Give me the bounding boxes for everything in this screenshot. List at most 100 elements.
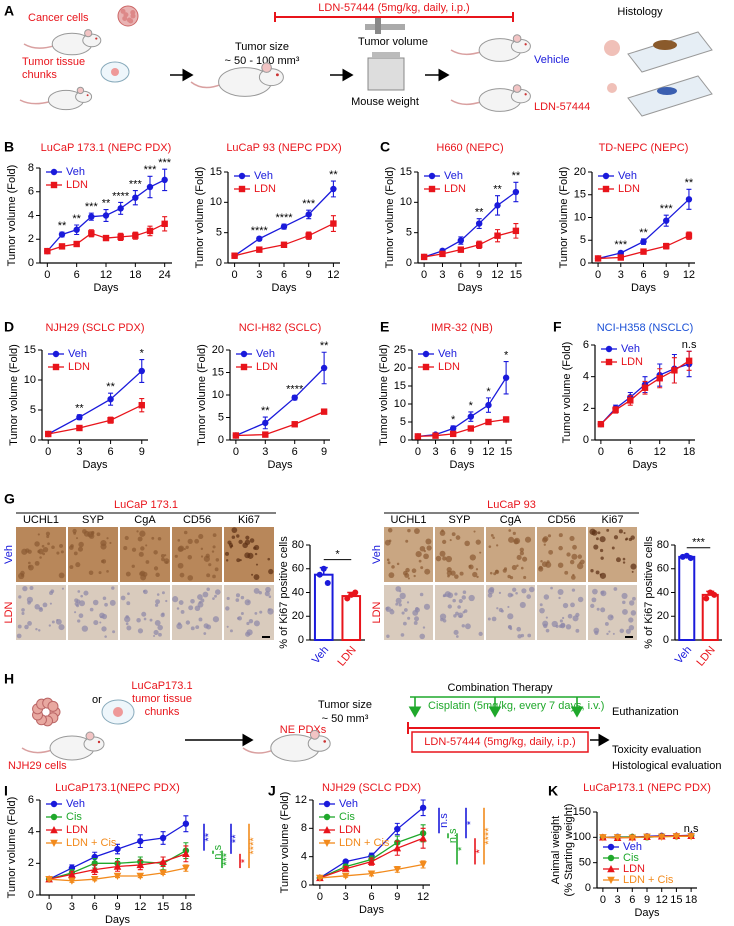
x-tick-label: 18	[685, 894, 697, 906]
decoration	[600, 590, 605, 595]
significance: **	[58, 220, 67, 232]
bar	[701, 593, 719, 641]
decoration	[37, 533, 40, 536]
decoration	[473, 530, 476, 533]
decoration	[145, 544, 148, 547]
decoration	[526, 594, 532, 599]
decoration	[253, 544, 260, 551]
decoration	[90, 531, 95, 535]
legend-marker	[607, 854, 615, 862]
decoration	[372, 52, 400, 58]
decoration	[89, 607, 94, 612]
decoration	[419, 633, 426, 640]
x-tick-label: 6	[450, 446, 456, 458]
decoration	[124, 616, 131, 623]
x-axis-label: Days	[631, 282, 657, 294]
decoration	[51, 545, 55, 550]
decoration	[27, 561, 31, 565]
decoration	[137, 628, 144, 634]
decoration	[77, 546, 83, 552]
decoration	[157, 624, 163, 631]
decoration	[446, 570, 452, 576]
decoration	[607, 83, 617, 93]
marker-label: SYP	[448, 514, 470, 526]
panel-label: I	[4, 783, 8, 799]
decoration	[253, 587, 260, 594]
significance: **	[72, 213, 81, 225]
decoration	[468, 564, 472, 568]
decoration	[126, 625, 132, 631]
y-axis-label: Tumor volume (Fold)	[6, 165, 18, 267]
decoration	[539, 607, 545, 614]
decoration	[402, 621, 407, 626]
series-line	[417, 377, 507, 438]
point	[305, 232, 312, 239]
point	[291, 421, 298, 428]
decoration	[594, 630, 599, 636]
decoration	[476, 575, 479, 579]
point	[146, 183, 154, 191]
decoration	[80, 594, 83, 598]
decoration	[509, 627, 513, 631]
decoration	[185, 545, 189, 549]
decoration	[386, 634, 390, 639]
x-tick-label: 15	[500, 446, 512, 458]
legend-label: Veh	[623, 841, 642, 853]
legend-marker	[428, 185, 436, 193]
decoration	[516, 554, 522, 560]
decoration	[459, 615, 462, 618]
decoration	[185, 620, 191, 625]
legend-label: LDN	[621, 356, 643, 368]
decoration	[517, 634, 522, 639]
y-axis-label: Tumor volume (Fold)	[378, 344, 390, 446]
y-axis-label: Tumor volume (Fold)	[558, 167, 570, 269]
decoration	[450, 570, 456, 576]
decoration	[399, 592, 406, 600]
decoration	[61, 587, 64, 590]
legend-marker	[50, 181, 58, 189]
point	[90, 865, 99, 873]
decoration	[248, 618, 254, 624]
decoration	[629, 600, 635, 606]
point	[291, 394, 298, 401]
significance: **	[320, 340, 329, 352]
decoration	[479, 551, 482, 554]
decoration	[78, 613, 84, 619]
chart-title: LuCaP173.1(NEPC PDX)	[55, 782, 180, 794]
point	[90, 875, 99, 884]
point	[475, 220, 483, 227]
point	[330, 220, 337, 227]
decoration	[419, 546, 426, 552]
decoration	[462, 590, 467, 594]
decoration	[490, 533, 494, 537]
decoration	[38, 607, 44, 612]
significance: ***	[692, 537, 706, 549]
x-axis-label: Days	[634, 907, 660, 919]
row-label: LDN	[3, 601, 15, 623]
decoration	[365, 24, 405, 30]
decoration	[420, 566, 424, 570]
decoration	[60, 550, 64, 554]
decoration	[88, 570, 94, 576]
significance: **	[329, 169, 338, 181]
point	[161, 176, 168, 184]
decoration	[591, 597, 597, 603]
comparison-label: n.s	[212, 844, 224, 859]
decoration	[69, 545, 74, 550]
significance: **	[75, 403, 84, 415]
decoration	[494, 569, 500, 575]
decoration	[512, 587, 517, 592]
decoration	[78, 541, 84, 548]
decoration	[415, 551, 422, 558]
decoration	[47, 542, 50, 546]
y-tick-label: 20	[574, 166, 586, 178]
x-tick-label: 6	[368, 891, 374, 903]
panel-label: K	[548, 783, 558, 799]
decoration	[469, 554, 476, 561]
point	[117, 233, 124, 241]
decoration	[198, 600, 202, 604]
point	[182, 820, 190, 827]
point	[494, 202, 501, 209]
decoration	[562, 616, 565, 620]
